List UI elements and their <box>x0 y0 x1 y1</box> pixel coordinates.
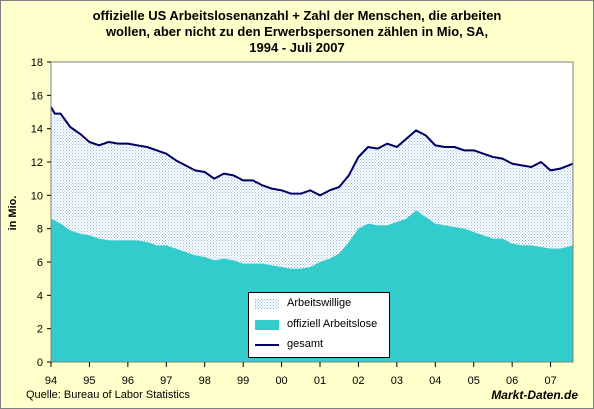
x-tick-label: 07 <box>544 375 556 387</box>
y-tick-label: 16 <box>31 90 43 102</box>
legend-label-unemployed: offiziell Arbeitslose <box>287 318 378 330</box>
y-tick-label: 14 <box>31 124 43 136</box>
x-tick-label: 97 <box>160 375 172 387</box>
y-tick-label: 12 <box>31 157 43 169</box>
y-tick-label: 8 <box>37 224 43 236</box>
legend-swatch-unemployed <box>255 320 279 330</box>
legend: Arbeitswillige offiziell Arbeitslose ges… <box>248 292 390 358</box>
series-line-total <box>50 106 574 197</box>
y-tick-label: 4 <box>37 290 43 302</box>
y-tick-label: 18 <box>31 57 43 69</box>
chart-title-line-2: wollen, aber nicht zu den Erwerbspersone… <box>105 24 489 39</box>
x-tick-label: 02 <box>352 375 364 387</box>
legend-label-total: gesamt <box>287 338 324 350</box>
y-tick-label: 2 <box>37 324 43 336</box>
source-note: Quelle: Bureau of Labor Statistics <box>26 389 190 401</box>
x-tick-label: 98 <box>199 375 211 387</box>
chart-title-line-3: 1994 - Juli 2007 <box>249 40 345 55</box>
x-tick-label: 05 <box>468 375 480 387</box>
y-tick-label: 6 <box>37 257 43 269</box>
legend-label-willing: Arbeitswillige <box>287 297 352 309</box>
x-tick-label: 95 <box>83 375 95 387</box>
x-tick-label: 99 <box>237 375 249 387</box>
series-area-unemployed <box>51 210 573 362</box>
x-tick-label: 01 <box>314 375 326 387</box>
x-tick-label: 03 <box>391 375 403 387</box>
brand-logo-text: Markt-Daten.de <box>491 388 578 402</box>
x-tick-label: 06 <box>506 375 518 387</box>
legend-swatch-willing <box>255 299 279 309</box>
x-tick-label: 00 <box>275 375 287 387</box>
x-tick-label: 94 <box>45 375 57 387</box>
x-tick-label: 96 <box>122 375 134 387</box>
y-tick-label: 10 <box>31 190 43 202</box>
y-axis-label: in Mio. <box>7 196 19 231</box>
legend-swatch-total <box>255 344 279 346</box>
plot-border <box>50 61 574 363</box>
y-tick-label: 0 <box>37 357 43 369</box>
chart-title-line-1: offizielle US Arbeitslosenanzahl + Zahl … <box>92 8 502 23</box>
x-tick-label: 04 <box>429 375 441 387</box>
